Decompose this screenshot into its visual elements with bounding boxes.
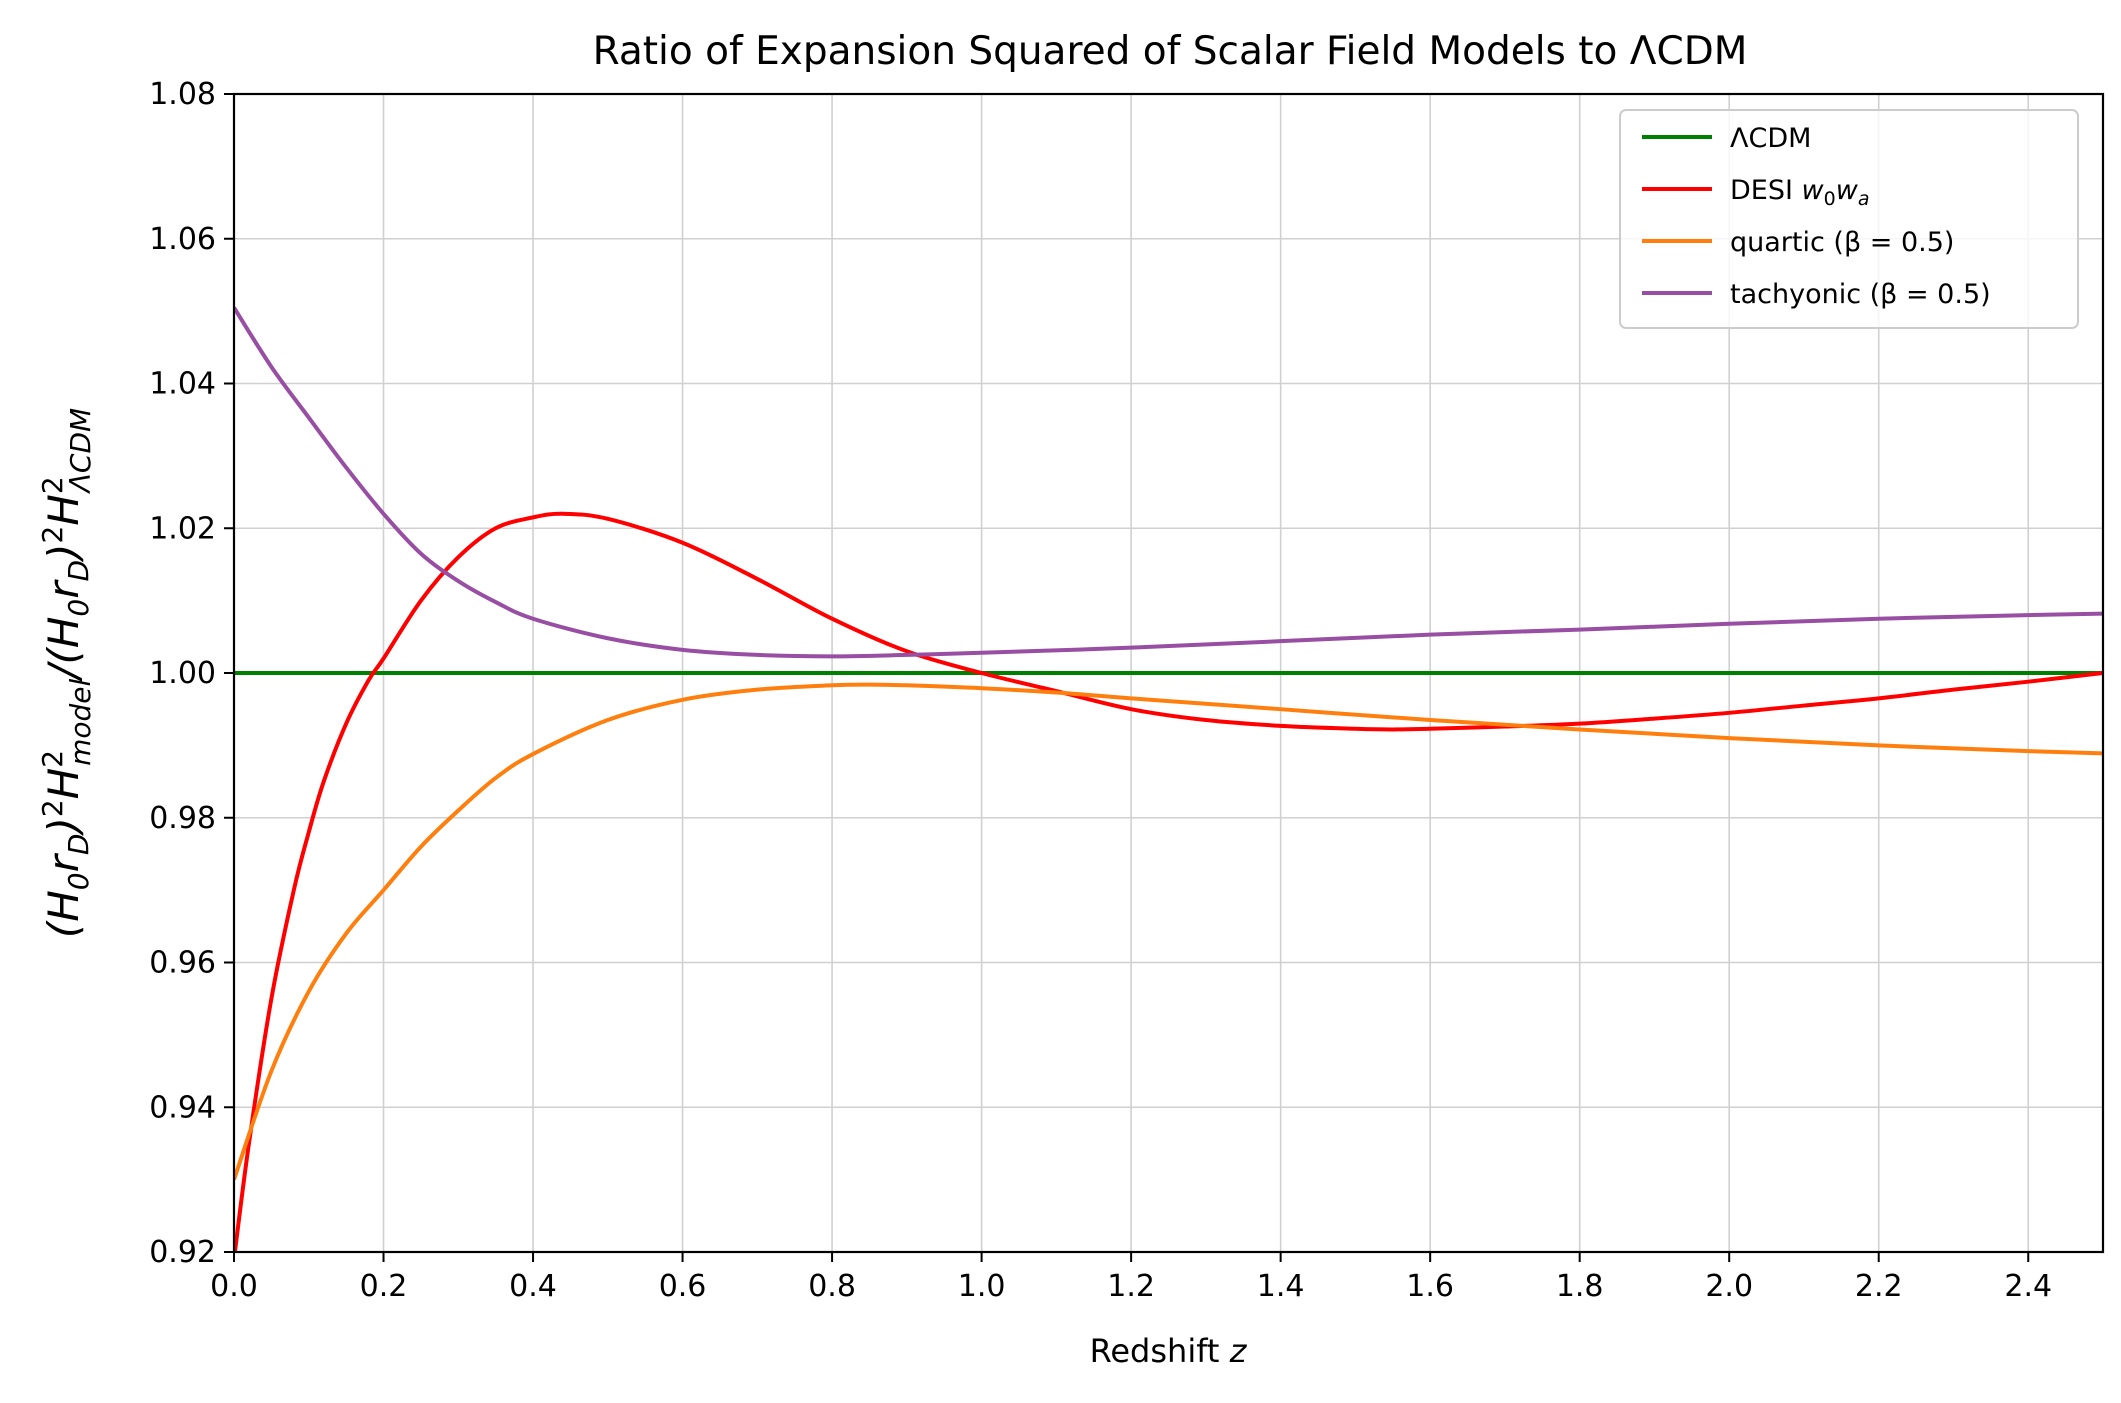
- y-tick-label: 0.92: [149, 1235, 216, 1270]
- y-tick-label: 0.94: [149, 1090, 216, 1125]
- y-axis-label: (H0rD)2H2model/(H0rD)2H2ΛCDM: [36, 408, 97, 938]
- x-tick-label: 2.2: [1855, 1269, 1903, 1304]
- y-tick-label: 1.06: [149, 222, 216, 257]
- x-tick-label: 1.4: [1257, 1269, 1305, 1304]
- y-tick-label: 1.04: [149, 367, 216, 402]
- series-line-tachyonic-0-5: [234, 306, 2103, 659]
- x-tick-label: 1.8: [1556, 1269, 1604, 1304]
- x-tick-label: 1.6: [1406, 1269, 1454, 1304]
- legend: ΛCDM DESI w0wa quartic (β = 0.5) tachyonic …: [1619, 109, 2079, 329]
- x-tick-label: 0.8: [808, 1269, 856, 1304]
- x-tick-label: 2.4: [2004, 1269, 2052, 1304]
- y-tick-label: 1.00: [149, 656, 216, 691]
- legend-label: ΛCDM: [1730, 123, 1811, 154]
- x-tick-label: 0.4: [509, 1269, 557, 1304]
- series-line-quartic-0-5: [234, 682, 2103, 1181]
- y-tick-label: 0.96: [149, 946, 216, 981]
- x-tick-label: 0.0: [210, 1269, 258, 1304]
- x-tick-label: 2.0: [1705, 1269, 1753, 1304]
- x-tick-label: 0.6: [659, 1269, 707, 1304]
- x-axis-label: Redshift z: [1090, 1332, 1248, 1370]
- series-lines: [234, 306, 2103, 1252]
- x-tick-label: 1.2: [1107, 1269, 1155, 1304]
- legend-label: DESI w0wa: [1730, 175, 1869, 210]
- y-tick-label: 0.98: [149, 801, 216, 836]
- legend-box: [1619, 109, 2079, 329]
- legend-label: quartic (β = 0.5): [1730, 227, 1954, 258]
- y-tick-label: 1.02: [149, 511, 216, 546]
- x-axis-ticks: 0.0 0.2 0.4 0.6 0.8 1.0 1.2 1.4 1.6 1.8 2.0 2.2 2.4: [210, 1252, 2052, 1304]
- y-tick-label: 1.08: [149, 77, 216, 112]
- series-line-desi-w0wa: [234, 511, 2103, 1252]
- legend-label: tachyonic (β = 0.5): [1730, 279, 1991, 310]
- chart-title: Ratio of Expansion Squared of Scalar Fie…: [593, 29, 1748, 74]
- x-tick-label: 0.2: [360, 1269, 408, 1304]
- y-axis-ticks: 0.92 0.94 0.96 0.98 1.00 1.02 1.04 1.06 1.08: [149, 77, 234, 1270]
- x-tick-label: 1.0: [958, 1269, 1006, 1304]
